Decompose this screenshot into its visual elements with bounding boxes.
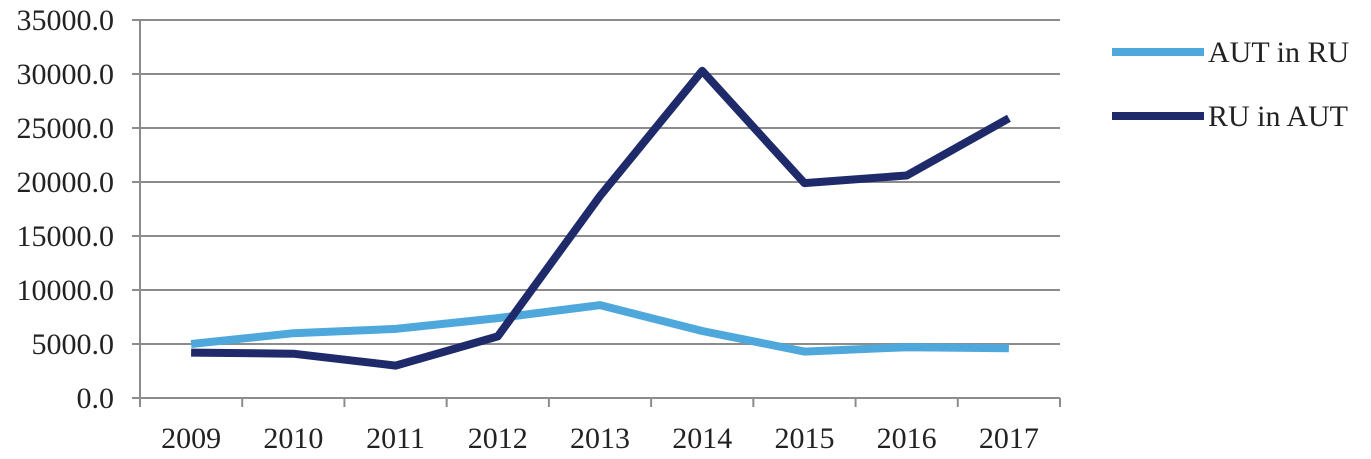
axes [132,19,1061,407]
y-tick-label: 15000.0 [17,220,115,253]
y-tick-labels: 0.0 5000.0 10000.0 15000.0 20000.0 25000.0 300… [17,4,115,415]
legend-item: AUT in RU [1112,36,1349,69]
x-tick-label: 2012 [468,422,528,455]
y-tick-label: 5000.0 [32,328,115,361]
y-gridlines [140,19,1060,345]
y-tick-label: 30000.0 [17,58,115,91]
legend: AUT in RU RU in AUT [1112,36,1349,133]
y-tick-label: 10000.0 [17,274,115,307]
x-tick-label: 2014 [672,422,732,455]
x-tick-labels: 2009 2010 2011 2012 2013 2014 2015 2016 2017 [161,422,1039,455]
series-lines [190,66,1011,370]
x-tick-label: 2010 [263,422,323,455]
y-tick-label: 35000.0 [17,4,115,37]
x-tick-label: 2009 [161,422,221,455]
legend-label: AUT in RU [1208,36,1349,69]
x-tick-label: 2011 [366,422,425,455]
x-tick-label: 2017 [979,422,1039,455]
y-tick-label: 20000.0 [17,166,115,199]
y-tick-label: 25000.0 [17,112,115,145]
x-tick-label: 2013 [570,422,630,455]
legend-label: RU in AUT [1208,100,1348,133]
x-tick-label: 2015 [774,422,834,455]
legend-item: RU in AUT [1112,100,1348,133]
x-tick-label: 2016 [877,422,937,455]
y-tick-label: 0.0 [77,382,115,415]
series-line-1 [191,66,1011,370]
